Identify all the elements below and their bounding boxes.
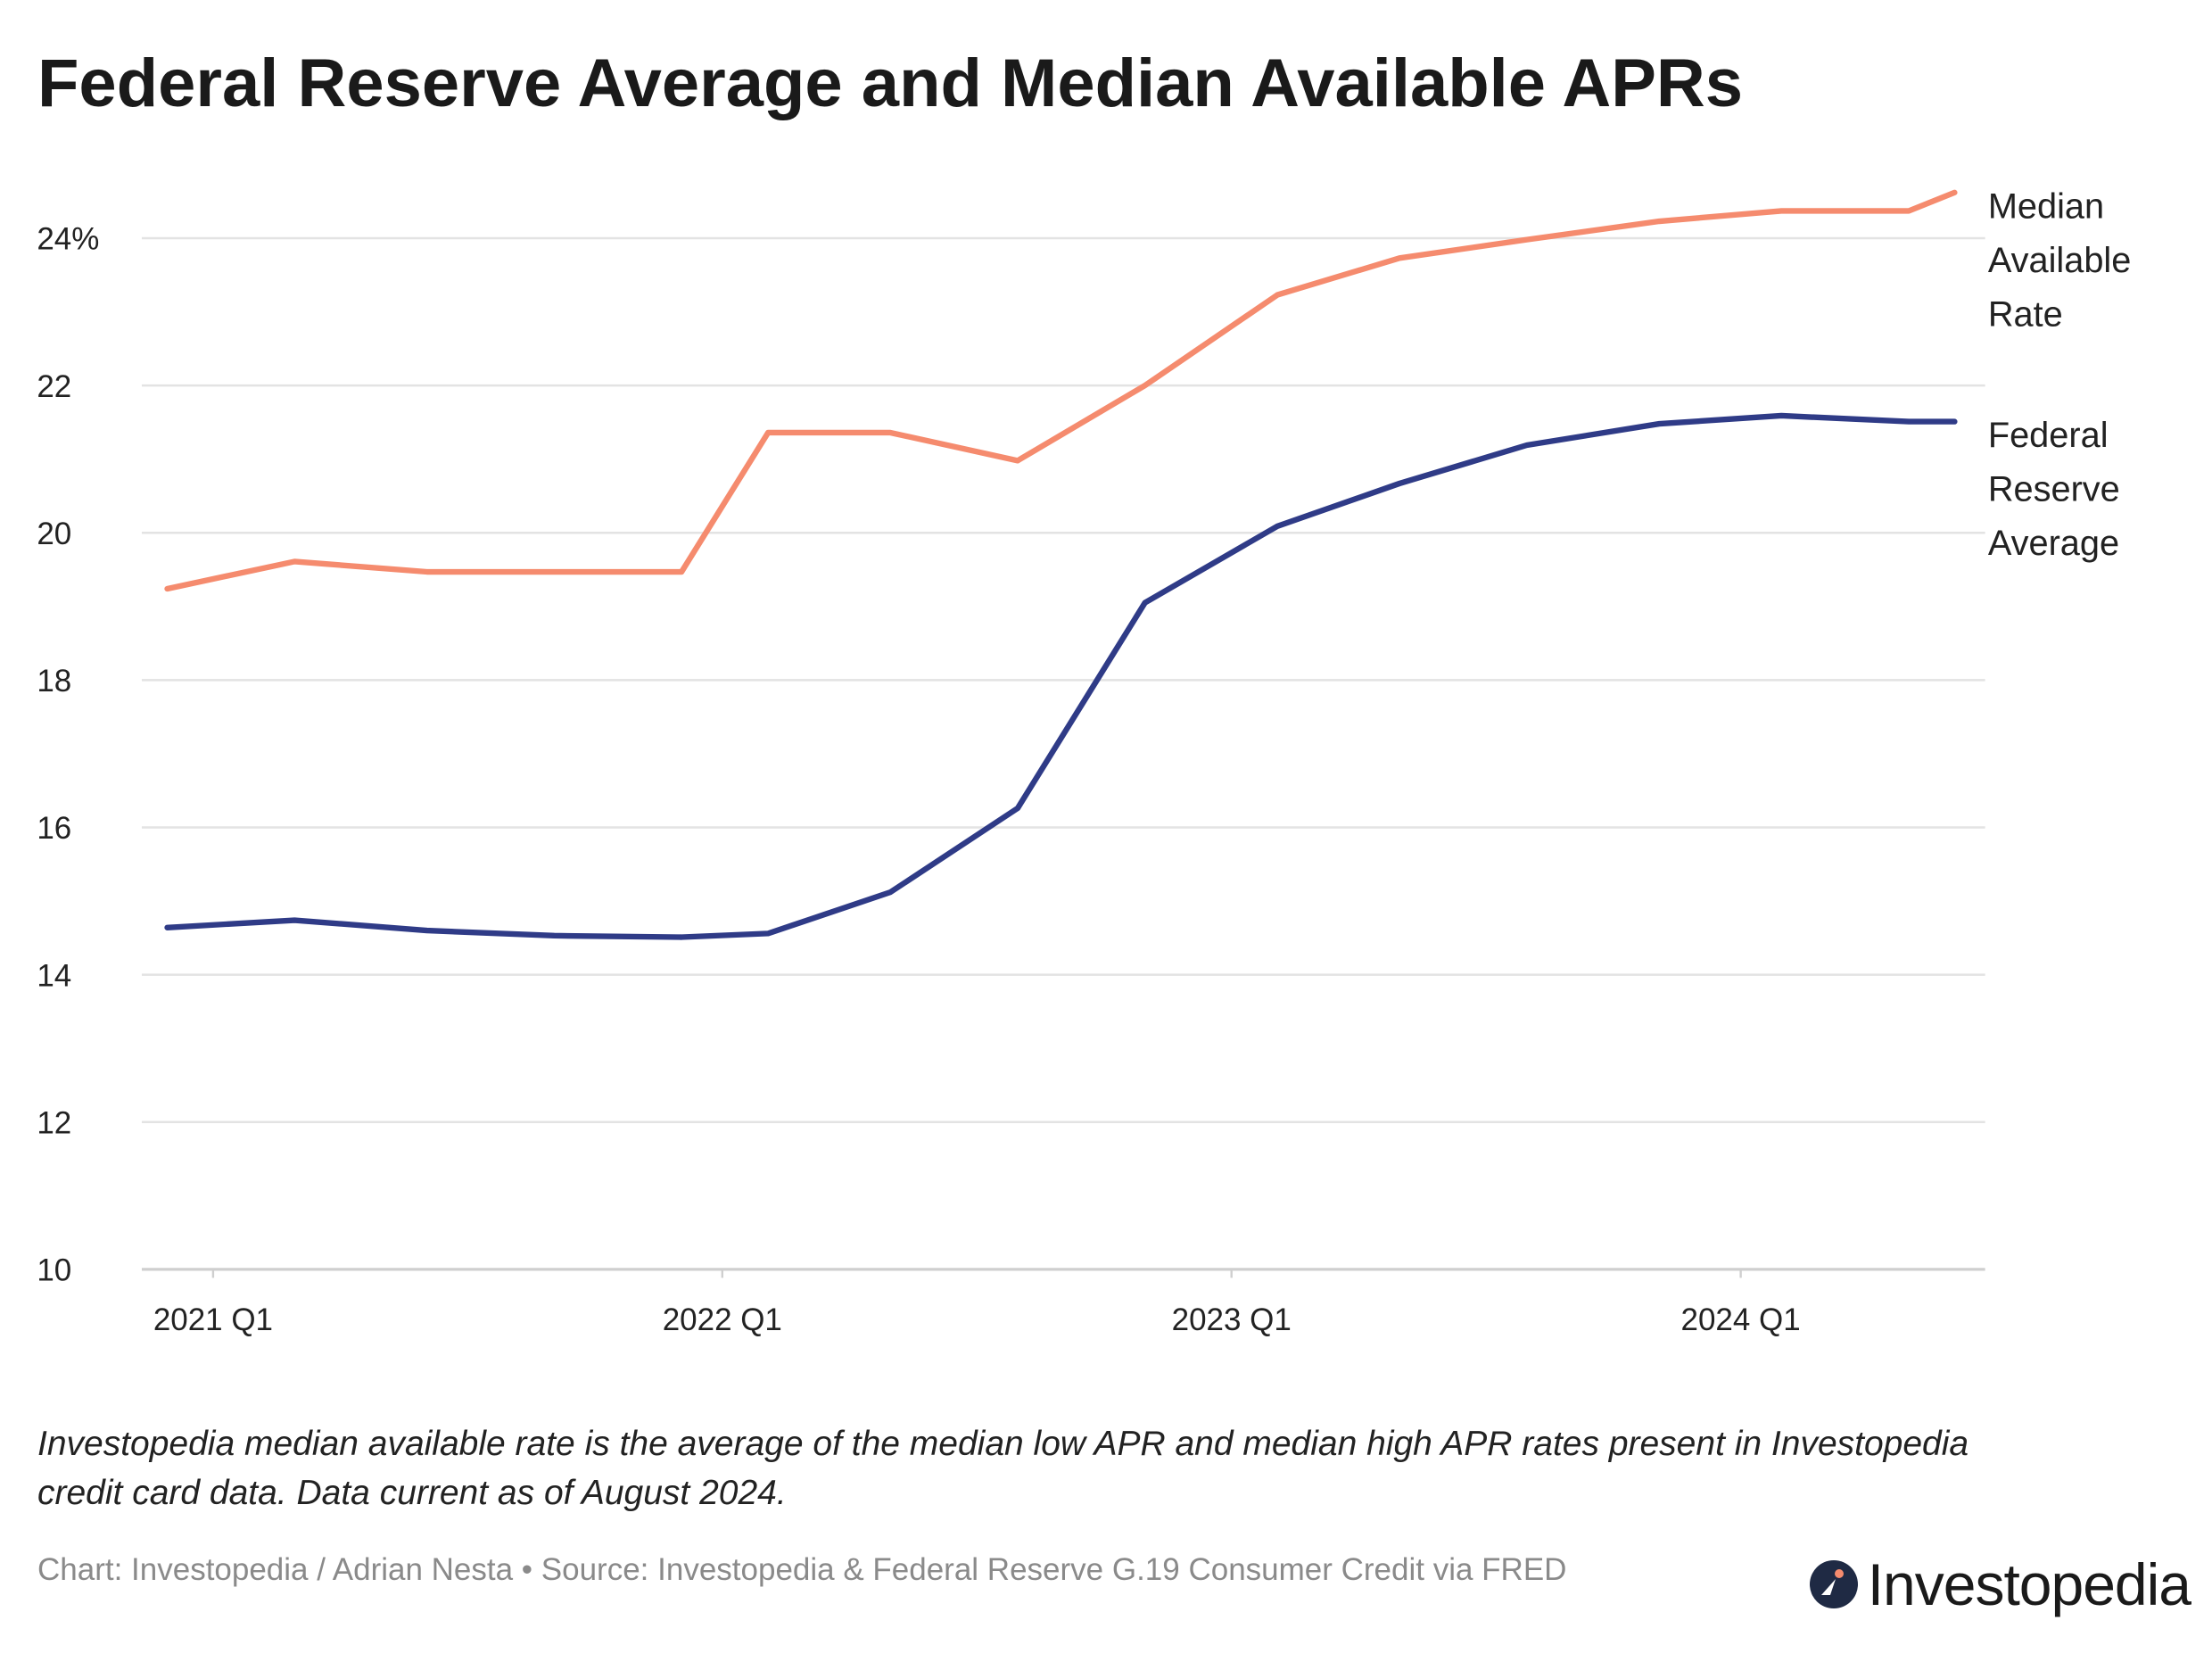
x-tick-label: 2023 Q1 [1172,1302,1292,1337]
y-tick-label: 16 [37,811,71,846]
chart-credit: Chart: Investopedia / Adrian Nesta • Sou… [37,1552,1567,1587]
legend-label-line: Average [1988,524,2119,563]
y-tick-label: 18 [37,664,71,699]
chart-title: Federal Reserve Average and Median Avail… [37,45,1744,121]
legend-label: Federal Reserve Average [1988,416,2120,563]
y-tick-label: 24% [37,222,99,257]
x-tick-label: 2021 Q1 [153,1302,273,1337]
legend-label-line: Median [1988,186,2104,226]
y-tick-label: 22 [37,369,71,404]
x-tick-label: 2022 Q1 [663,1302,782,1337]
legend-label-line: Federal [1988,416,2109,455]
line [164,189,1958,592]
line [164,412,1958,940]
legend-label-line: Reserve [1988,470,2120,509]
legend-label-line: Rate [1988,294,2063,334]
x-tick-label: 2024 Q1 [1681,1302,1801,1337]
y-tick-label: 10 [37,1253,71,1288]
chart-note: Investopedia median available rate is th… [37,1425,1969,1512]
y-tick-label: 14 [37,958,71,993]
legend-label: Median Available Rate [1988,186,2132,334]
y-tick-label: 12 [37,1105,71,1140]
logo-icon [1809,1560,1858,1608]
y-tick-label: 20 [37,517,71,551]
legend-label-line: Available [1988,241,2132,280]
logo: Investopedia [1809,1550,2191,1618]
logo-text: Investopedia [1867,1551,2191,1617]
